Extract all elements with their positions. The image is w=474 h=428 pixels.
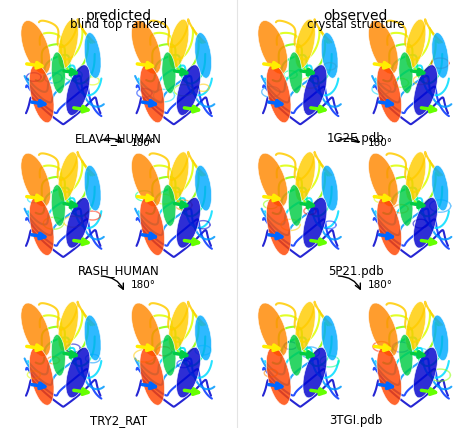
Ellipse shape (377, 347, 401, 405)
Ellipse shape (432, 33, 448, 78)
Text: ELAV4_HUMAN: ELAV4_HUMAN (75, 132, 162, 145)
Ellipse shape (258, 303, 288, 357)
Text: 180°: 180° (367, 279, 392, 290)
Text: predicted: predicted (85, 9, 152, 24)
Text: observed: observed (323, 9, 388, 24)
Ellipse shape (405, 19, 426, 68)
Ellipse shape (377, 64, 401, 123)
Ellipse shape (288, 335, 302, 376)
Ellipse shape (405, 302, 426, 351)
Ellipse shape (195, 315, 211, 361)
Ellipse shape (321, 165, 338, 211)
Ellipse shape (140, 347, 164, 405)
Ellipse shape (295, 19, 315, 68)
Ellipse shape (405, 152, 426, 201)
Ellipse shape (168, 152, 189, 201)
Ellipse shape (321, 33, 338, 78)
Text: 180°: 180° (130, 279, 155, 290)
Ellipse shape (258, 21, 288, 74)
Ellipse shape (29, 64, 54, 123)
Ellipse shape (66, 347, 90, 398)
Ellipse shape (288, 185, 302, 226)
Text: 180°: 180° (130, 138, 155, 149)
Ellipse shape (399, 335, 413, 376)
Ellipse shape (176, 197, 201, 248)
Ellipse shape (131, 21, 161, 74)
Ellipse shape (295, 152, 315, 201)
Text: TRY2_RAT: TRY2_RAT (90, 414, 147, 427)
Text: crystal structure: crystal structure (307, 18, 404, 31)
Ellipse shape (288, 52, 302, 93)
Ellipse shape (162, 52, 176, 93)
Text: RASH_HUMAN: RASH_HUMAN (78, 265, 159, 277)
Ellipse shape (303, 347, 327, 398)
Ellipse shape (162, 335, 176, 376)
Ellipse shape (58, 302, 78, 351)
Ellipse shape (377, 197, 401, 256)
Ellipse shape (21, 303, 51, 357)
Ellipse shape (21, 153, 51, 207)
Ellipse shape (84, 33, 101, 78)
Ellipse shape (321, 315, 338, 361)
Ellipse shape (295, 302, 315, 351)
Ellipse shape (51, 185, 65, 226)
Ellipse shape (84, 315, 101, 361)
Ellipse shape (140, 197, 164, 256)
Ellipse shape (368, 153, 398, 207)
Ellipse shape (413, 65, 438, 116)
Ellipse shape (368, 21, 398, 74)
Ellipse shape (266, 347, 291, 405)
Ellipse shape (176, 65, 201, 116)
Ellipse shape (399, 52, 413, 93)
Ellipse shape (58, 152, 78, 201)
Ellipse shape (66, 65, 90, 116)
Ellipse shape (413, 347, 438, 398)
Ellipse shape (413, 197, 438, 248)
Ellipse shape (168, 19, 189, 68)
Text: blind top ranked: blind top ranked (70, 18, 167, 31)
Ellipse shape (162, 185, 176, 226)
Ellipse shape (432, 165, 448, 211)
Ellipse shape (131, 303, 161, 357)
Ellipse shape (29, 197, 54, 256)
Ellipse shape (66, 197, 90, 248)
Ellipse shape (432, 315, 448, 361)
Ellipse shape (168, 302, 189, 351)
Ellipse shape (58, 19, 78, 68)
Ellipse shape (140, 64, 164, 123)
Ellipse shape (176, 347, 201, 398)
Ellipse shape (51, 52, 65, 93)
Text: 1G2E.pdb: 1G2E.pdb (327, 132, 384, 145)
Ellipse shape (258, 153, 288, 207)
Ellipse shape (84, 165, 101, 211)
Ellipse shape (399, 185, 413, 226)
Ellipse shape (303, 197, 327, 248)
Ellipse shape (266, 197, 291, 256)
Ellipse shape (131, 153, 161, 207)
Ellipse shape (266, 64, 291, 123)
Ellipse shape (51, 335, 65, 376)
Ellipse shape (368, 303, 398, 357)
Text: 5P21.pdb: 5P21.pdb (328, 265, 383, 277)
Ellipse shape (303, 65, 327, 116)
Ellipse shape (21, 21, 51, 74)
Text: 3TGI.pdb: 3TGI.pdb (329, 414, 382, 427)
Ellipse shape (195, 165, 211, 211)
Ellipse shape (195, 33, 211, 78)
Ellipse shape (29, 347, 54, 405)
Text: 180°: 180° (367, 138, 392, 149)
